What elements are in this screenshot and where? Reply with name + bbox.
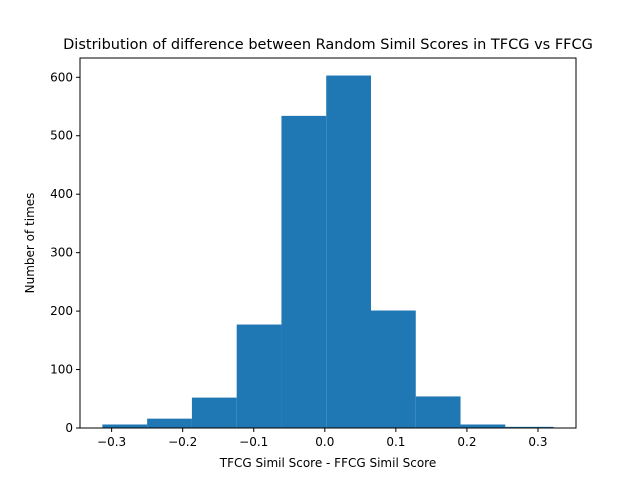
y-axis-ticks: 0 100 200 300 400 500 600: [50, 70, 80, 435]
y-tick-label: 0: [65, 421, 73, 435]
x-tick-label: −0.1: [239, 435, 268, 449]
histogram-bar-8: [415, 396, 461, 428]
y-tick-label: 600: [50, 70, 73, 84]
histogram-bar-6: [326, 75, 371, 428]
x-axis-ticks: −0.3 −0.2 −0.1 0.0 0.1 0.2 0.3: [97, 428, 548, 449]
chart-title: Distribution of difference between Rando…: [63, 37, 593, 53]
x-tick-label: 0.0: [315, 435, 334, 449]
y-tick-label: 400: [50, 187, 73, 201]
x-tick-label: 0.1: [386, 435, 405, 449]
histogram-bar-5: [281, 115, 327, 428]
histogram-bar-1: [102, 424, 148, 428]
histogram-bar-9: [460, 424, 506, 428]
y-axis-label: Number of times: [23, 193, 37, 294]
histogram-bar-3: [191, 397, 237, 428]
histogram-bar-10: [505, 426, 554, 428]
x-tick-label: −0.2: [168, 435, 197, 449]
y-tick-label: 300: [50, 246, 73, 260]
x-tick-label: 0.2: [457, 435, 476, 449]
y-tick-label: 500: [50, 129, 73, 143]
y-tick-label: 100: [50, 363, 73, 377]
histogram-bar-4: [236, 324, 282, 428]
histogram-bar-2: [147, 418, 192, 428]
x-axis-label: TFCG Simil Score - FFCG Simil Score: [219, 456, 436, 470]
bars-group: [102, 75, 554, 428]
x-tick-label: −0.3: [97, 435, 126, 449]
plot-frame: [79, 57, 577, 429]
x-tick-label: 0.3: [528, 435, 547, 449]
y-tick-label: 200: [50, 304, 73, 318]
histogram-bar-7: [370, 310, 416, 428]
